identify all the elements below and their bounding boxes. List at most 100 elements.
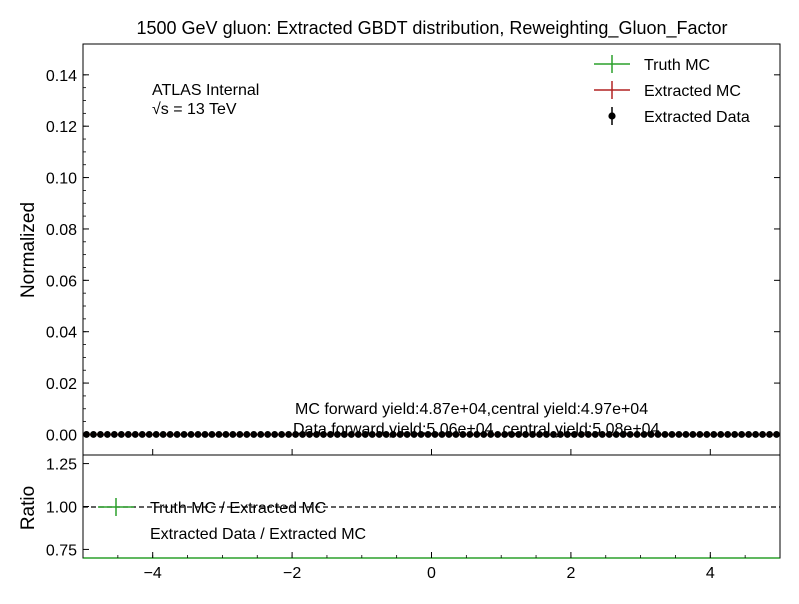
ratio-y-axis-label: Ratio: [18, 486, 39, 530]
data-point: [598, 431, 606, 438]
data-point: [480, 431, 488, 438]
data-point: [710, 431, 718, 438]
data-point: [215, 431, 223, 438]
data-point: [759, 431, 766, 438]
data-point: [250, 431, 258, 438]
data-point: [529, 431, 536, 438]
main-y-tick-label: 0.04: [46, 325, 77, 342]
data-point: [299, 431, 306, 438]
data-point: [306, 431, 313, 438]
main-y-ticks: 0.00 0.02 0.04 0.06 0.08 0.10 0.12 0.14: [46, 68, 780, 444]
main-y-tick-label: 0.00: [46, 427, 77, 444]
data-point: [445, 431, 453, 438]
data-point: [313, 431, 320, 438]
data-point: [564, 431, 571, 438]
x-tick-label: 2: [566, 565, 575, 582]
data-point: [536, 431, 543, 438]
data-point: [208, 431, 216, 438]
data-point: [340, 431, 348, 438]
data-point: [424, 431, 432, 438]
data-point: [738, 431, 746, 438]
main-y-axis-label: Normalized: [18, 202, 39, 298]
data-point: [138, 431, 146, 438]
legend-marker-extracted-data: [608, 112, 616, 120]
data-point: [410, 431, 418, 438]
data-point: [110, 431, 118, 438]
data-point: [494, 431, 502, 438]
data-point: [640, 431, 648, 438]
x-tick-label: −4: [144, 565, 162, 582]
main-plot-panel: 0.00 0.02 0.04 0.06 0.08 0.10 0.12 0.14 Normali…: [18, 43, 781, 456]
data-point: [438, 431, 446, 438]
data-point: [654, 431, 662, 438]
ratio-y-tick-label: 1.00: [46, 500, 77, 517]
ratio-legend-label-truth: Truth MC / Extracted MC: [150, 500, 326, 517]
data-point: [452, 431, 460, 438]
data-point: [347, 431, 355, 438]
data-point: [689, 431, 697, 438]
data-point: [103, 431, 111, 438]
data-point: [675, 431, 683, 438]
ratio-plot-panel: 0.75 1.00 1.25 −4 −2 0 2 4 Ratio Truth MC / Ex…: [18, 449, 781, 582]
data-point: [661, 431, 669, 438]
ratio-legend-label-data: Extracted Data / Extracted MC: [150, 526, 366, 543]
data-point: [320, 431, 327, 438]
data-yield-annotation: Data forward yield:5.06e+04, central yie…: [293, 421, 660, 438]
data-point: [131, 431, 139, 438]
main-series-layer: [83, 431, 780, 438]
data-point: [236, 431, 244, 438]
data-point: [173, 431, 181, 438]
mc-yield-annotation: MC forward yield:4.87e+04,central yield:…: [295, 401, 648, 418]
data-point: [473, 431, 481, 438]
chart-title: 1500 GeV gluon: Extracted GBDT distribut…: [137, 18, 728, 39]
data-point: [724, 431, 732, 438]
data-point: [327, 431, 334, 438]
data-point: [626, 431, 634, 438]
data-point: [647, 431, 655, 438]
data-point: [271, 431, 279, 438]
data-point: [285, 431, 293, 438]
data-point: [152, 431, 160, 438]
data-point: [396, 431, 404, 438]
ratio-legend: Truth MC / Extracted MC Extracted Data /…: [98, 498, 366, 543]
atlas-label: ATLAS Internal: [152, 82, 259, 99]
data-point: [459, 431, 467, 438]
data-point: [292, 431, 299, 438]
data-point: [278, 431, 286, 438]
data-point: [187, 431, 195, 438]
main-y-tick-label: 0.12: [46, 119, 77, 136]
energy-label: √s = 13 TeV: [152, 101, 237, 118]
main-y-tick-label: 0.06: [46, 273, 77, 290]
data-point: [389, 431, 397, 438]
data-point: [334, 431, 341, 438]
main-y-tick-label: 0.10: [46, 171, 77, 188]
legend-label-truth-mc: Truth MC: [644, 57, 710, 74]
data-point: [682, 431, 690, 438]
data-point: [90, 431, 97, 438]
data-point: [633, 431, 641, 438]
data-point: [577, 431, 585, 438]
data-point: [717, 431, 725, 438]
main-y-tick-label: 0.14: [46, 68, 77, 85]
data-point: [361, 431, 369, 438]
data-point: [619, 431, 627, 438]
legend-label-extracted-data: Extracted Data: [644, 109, 750, 126]
data-point: [166, 431, 174, 438]
data-point: [487, 431, 495, 438]
data-point: [201, 431, 209, 438]
data-point: [522, 431, 529, 438]
data-point: [264, 431, 272, 438]
data-point: [97, 431, 104, 438]
data-point: [145, 431, 153, 438]
data-point: [117, 431, 125, 438]
data-point: [612, 431, 620, 438]
main-legend: Truth MC Extracted MC Extracted Data: [594, 55, 750, 126]
data-point: [515, 431, 523, 438]
data-point: [591, 431, 599, 438]
data-point: [243, 431, 251, 438]
x-tick-label: 4: [706, 565, 715, 582]
ratio-y-tick-label: 0.75: [46, 542, 77, 559]
data-point: [501, 431, 509, 438]
data-point: [124, 431, 132, 438]
